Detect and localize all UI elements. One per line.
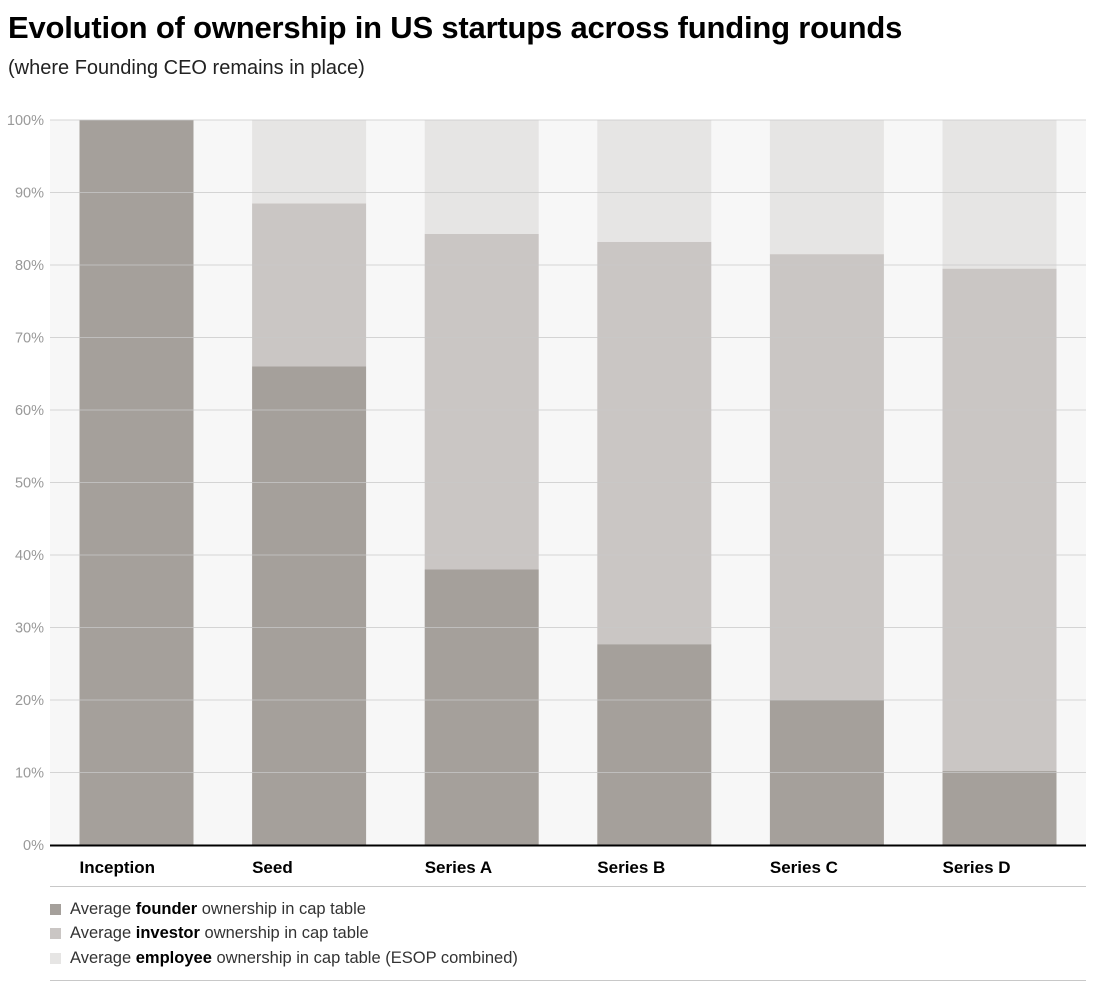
bar-founder-series-b (597, 644, 712, 845)
bar-investor-series-a (424, 233, 539, 570)
bar-investor-series-b (597, 241, 712, 645)
y-tick-label: 0% (23, 838, 44, 854)
y-tick-label: 90% (15, 186, 44, 202)
bar-employee-series-c (769, 120, 884, 255)
x-tick-label: Seed (252, 858, 293, 877)
legend-label-employee: Average employee ownership in cap table … (70, 948, 518, 967)
x-tick-label: Series C (770, 858, 838, 877)
y-tick-label: 60% (15, 403, 44, 419)
bar-investor-seed (252, 203, 367, 367)
bar-employee-series-d (942, 120, 1057, 269)
y-tick-label: 20% (15, 693, 44, 709)
bar-employee-seed (252, 120, 367, 204)
legend-swatch-employee (50, 952, 61, 964)
legend-label-founder: Average founder ownership in cap table (70, 899, 366, 918)
bar-founder-series-a (424, 569, 539, 845)
bar-investor-series-c (769, 254, 884, 700)
y-tick-label: 30% (15, 621, 44, 637)
legend-swatch-investor (50, 927, 61, 939)
chart-subtitle: (where Founding CEO remains in place) (8, 57, 365, 79)
chart-title: Evolution of ownership in US startups ac… (8, 10, 903, 45)
bar-founder-seed (252, 366, 367, 845)
legend-item-investor: Average investor ownership in cap table (50, 922, 369, 944)
legend-item-founder: Average founder ownership in cap table (50, 898, 366, 920)
y-tick-label: 70% (15, 331, 44, 347)
legend-item-employee: Average employee ownership in cap table … (50, 947, 518, 969)
stacked-bar-chart: 0% 10% 20% 30% 40% 50% 60% 70% 80% 90% 100% Incepti… (7, 113, 1086, 877)
y-tick-label: 10% (15, 766, 44, 782)
x-tick-label: Series A (425, 858, 492, 877)
y-tick-label: 80% (15, 258, 44, 274)
legend-label-investor: Average investor ownership in cap table (70, 923, 369, 942)
chart-legend: Average founder ownership in cap table A… (50, 886, 1086, 981)
x-tick-label: Series B (597, 858, 665, 877)
bar-founder-series-d (942, 771, 1057, 845)
bar-employee-series-b (597, 120, 712, 242)
legend-swatch-founder (50, 903, 61, 915)
y-tick-label: 40% (15, 548, 44, 564)
x-tick-label: Inception (80, 858, 156, 877)
bar-investor-series-d (942, 268, 1057, 772)
bar-employee-series-a (424, 120, 539, 234)
y-tick-label: 100% (7, 113, 44, 129)
x-tick-label: Series D (943, 858, 1011, 877)
y-tick-label: 50% (15, 476, 44, 492)
